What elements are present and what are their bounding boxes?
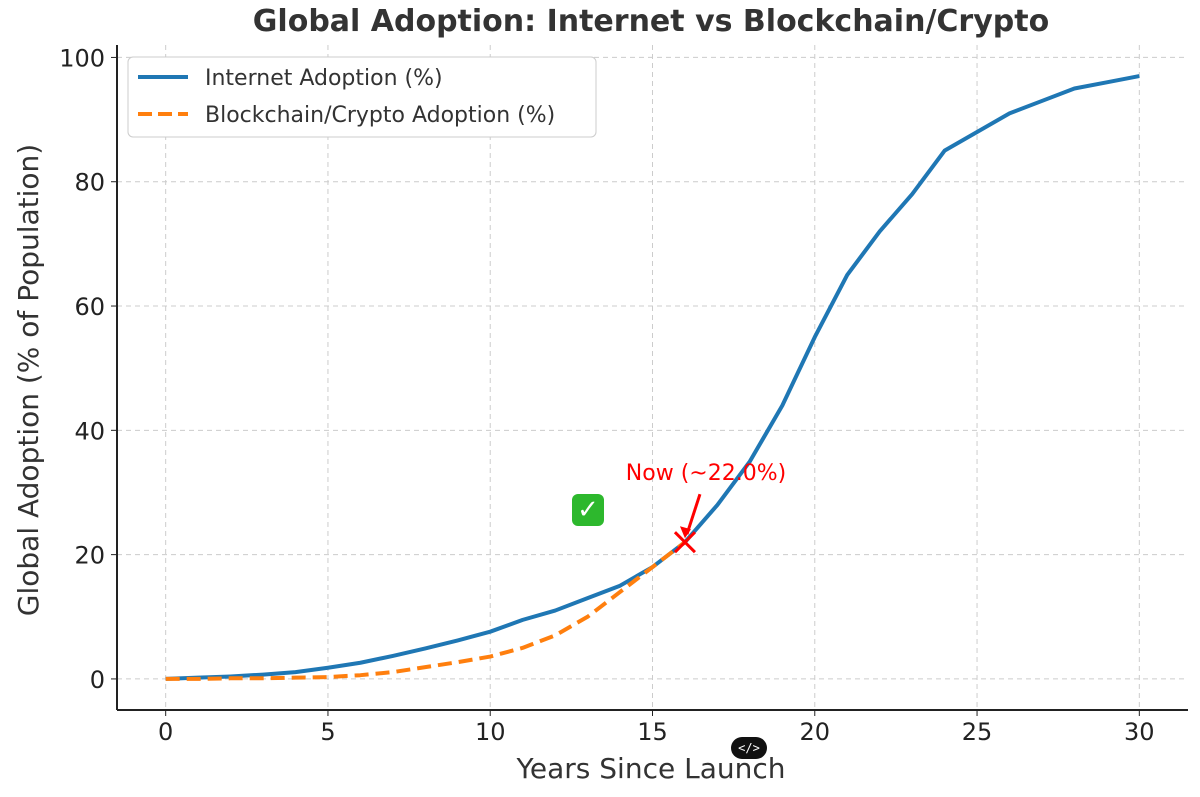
ticks: 0 5 10 15 20 25 30 0 20 40 60 80 100 xyxy=(59,44,1154,746)
y-tick-label: 100 xyxy=(59,44,105,72)
y-tick-label: 80 xyxy=(74,169,105,197)
y-tick-label: 40 xyxy=(74,417,105,445)
y-tick-label: 60 xyxy=(74,293,105,321)
legend-label-crypto: Blockchain/Crypto Adoption (%) xyxy=(205,103,555,128)
x-tick-label: 10 xyxy=(475,718,506,746)
now-marker xyxy=(673,531,697,554)
chart-title: Global Adoption: Internet vs Blockchain/… xyxy=(253,4,1049,39)
y-tick-label: 20 xyxy=(74,542,105,570)
x-tick-label: 30 xyxy=(1124,718,1155,746)
annotation-arrow xyxy=(685,493,702,535)
x-tick-label: 20 xyxy=(799,718,830,746)
grid xyxy=(117,45,1188,710)
legend: Internet Adoption (%) Blockchain/Crypto … xyxy=(127,56,597,138)
code-badge[interactable]: </> xyxy=(731,737,767,759)
x-tick-label: 0 xyxy=(158,718,173,746)
y-axis-label: Global Adoption (% of Population) xyxy=(12,144,45,616)
series-line-1 xyxy=(165,540,687,681)
legend-label-internet: Internet Adoption (%) xyxy=(205,66,443,91)
series-group xyxy=(165,74,1140,681)
annotation: Now (~22.0%) xyxy=(626,461,786,554)
x-tick-label: 25 xyxy=(962,718,993,746)
check-mark-button-icon: ✓ xyxy=(572,494,604,526)
y-tick-label: 0 xyxy=(90,666,105,694)
x-tick-label: 15 xyxy=(637,718,668,746)
annotation-arrowhead xyxy=(679,526,691,539)
x-tick-label: 5 xyxy=(320,718,335,746)
annotation-label: Now (~22.0%) xyxy=(626,461,786,486)
